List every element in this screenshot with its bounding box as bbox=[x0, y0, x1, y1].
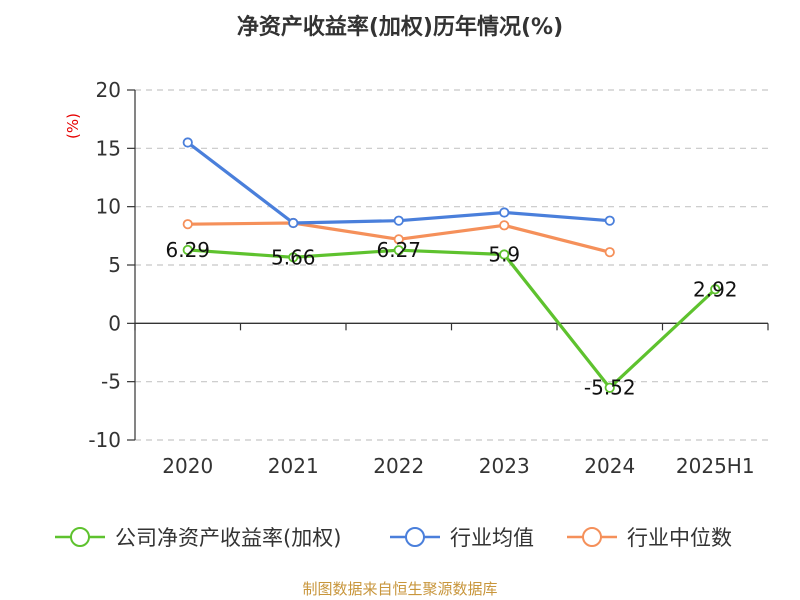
x-tick-label: 2021 bbox=[268, 454, 319, 478]
x-tick-label: 2025H1 bbox=[676, 454, 755, 478]
series-point bbox=[288, 252, 299, 263]
series-point bbox=[182, 219, 193, 230]
legend-marker bbox=[405, 527, 425, 547]
legend: 公司净资产收益率(加权) 行业均值 行业中位数 bbox=[55, 526, 732, 550]
y-tick-label: -5 bbox=[101, 370, 121, 394]
data-label: 2.92 bbox=[693, 277, 738, 301]
data-label: 5.66 bbox=[271, 245, 316, 269]
chart-title: 净资产收益率(加权)历年情况(%) bbox=[237, 14, 563, 40]
series-layer bbox=[182, 137, 721, 393]
x-tick-label: 2020 bbox=[162, 454, 213, 478]
series-point bbox=[499, 220, 510, 231]
legend-label: 公司净资产收益率(加权) bbox=[115, 526, 341, 550]
data-label: 6.29 bbox=[165, 238, 210, 262]
series-point bbox=[288, 217, 299, 229]
series-point bbox=[499, 207, 510, 218]
legend-marker bbox=[582, 527, 602, 547]
series-line bbox=[187, 248, 717, 390]
data-label: 6.27 bbox=[376, 238, 421, 262]
series-point bbox=[604, 247, 615, 258]
series-point bbox=[710, 284, 721, 295]
x-tick-label: 2024 bbox=[584, 454, 635, 478]
data-label: 5.9 bbox=[488, 243, 520, 267]
x-tick-label: 2022 bbox=[373, 454, 424, 478]
legend-marker bbox=[70, 527, 90, 547]
y-tick-label: 5 bbox=[108, 253, 121, 277]
series-point bbox=[182, 244, 193, 256]
series-line bbox=[186, 141, 610, 225]
data-source-note: 制图数据来自恒生聚源数据库 bbox=[302, 580, 497, 598]
data-labels: 6.29 5.66 6.27 5.9 -5.52 2.92 bbox=[165, 238, 737, 400]
y-tick-label: 20 bbox=[96, 78, 121, 102]
series-point bbox=[499, 249, 510, 260]
series-point bbox=[393, 234, 404, 245]
y-tick-label: -10 bbox=[88, 428, 121, 452]
series-point bbox=[604, 215, 615, 226]
y-tick-label: 0 bbox=[108, 311, 121, 335]
series-point bbox=[604, 382, 615, 393]
legend-label: 行业均值 bbox=[450, 526, 534, 550]
y-tick-label: 10 bbox=[96, 195, 121, 219]
data-label: -5.52 bbox=[584, 376, 636, 400]
x-tick-label: 2023 bbox=[479, 454, 530, 478]
y-tick-label: 15 bbox=[96, 136, 121, 160]
series-point bbox=[393, 215, 404, 226]
grid-lines bbox=[135, 89, 768, 441]
series-point bbox=[393, 245, 404, 256]
series-point bbox=[182, 137, 193, 148]
y-axis-unit-label: (%) bbox=[64, 113, 82, 139]
legend-label: 行业中位数 bbox=[627, 526, 732, 550]
